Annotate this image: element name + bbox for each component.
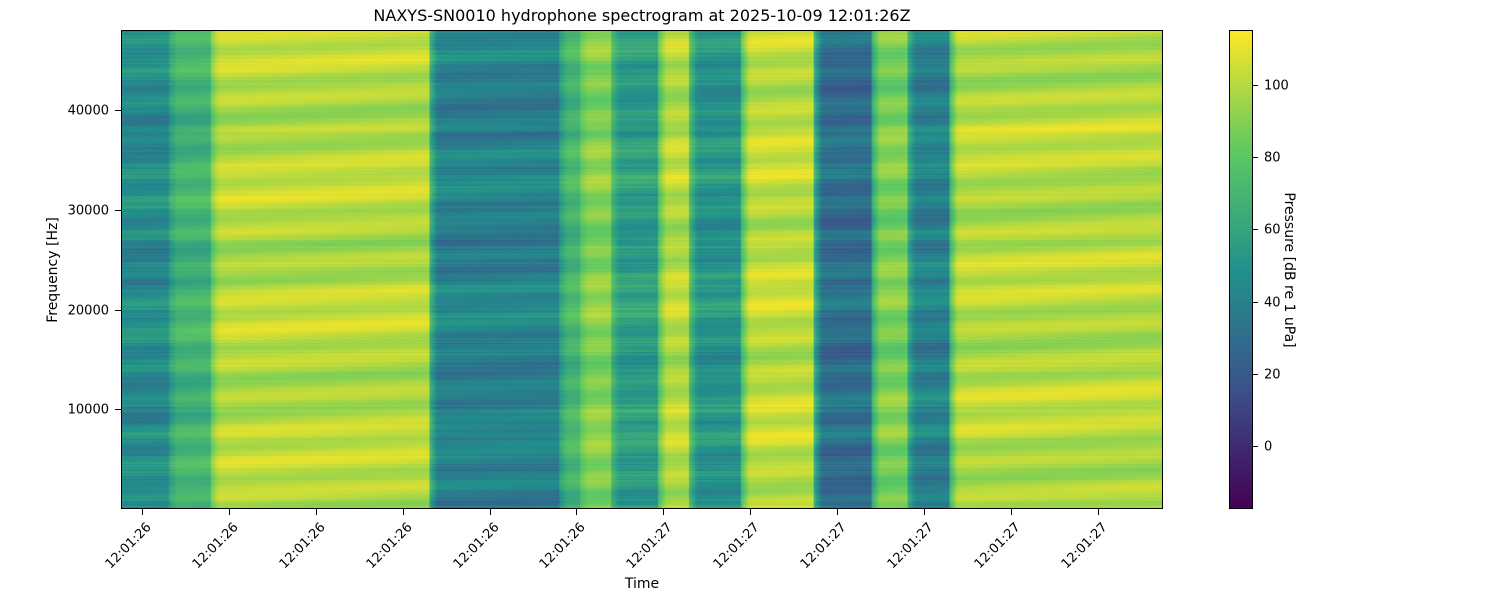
y-tick-mark <box>115 210 121 211</box>
x-tick-label: 12:01:27 <box>623 520 676 572</box>
x-tick-label: 12:01:27 <box>710 520 763 572</box>
colorbar-tick-label: 60 <box>1264 222 1281 238</box>
colorbar-tick-mark <box>1253 157 1258 158</box>
x-tick-label: 12:01:26 <box>363 520 416 572</box>
colorbar-tick-mark <box>1253 229 1258 230</box>
y-tick-label: 20000 <box>67 303 109 319</box>
x-tick-mark <box>750 509 751 515</box>
x-tick-mark <box>663 509 664 515</box>
x-tick-mark <box>837 509 838 515</box>
colorbar-tick-label: 20 <box>1264 367 1281 383</box>
colorbar-tick-mark <box>1253 85 1258 86</box>
y-tick-label: 10000 <box>67 402 109 418</box>
y-tick-mark <box>115 310 121 311</box>
colorbar-tick-label: 80 <box>1264 150 1281 166</box>
x-tick-mark <box>1098 509 1099 515</box>
x-tick-mark <box>229 509 230 515</box>
x-tick-label: 12:01:26 <box>189 520 242 572</box>
colorbar-tick-mark <box>1253 302 1258 303</box>
x-tick-label: 12:01:26 <box>450 520 503 572</box>
x-axis-label: Time <box>624 576 660 592</box>
x-tick-mark <box>1011 509 1012 515</box>
x-tick-label: 12:01:27 <box>884 520 937 572</box>
x-tick-mark <box>403 509 404 515</box>
colorbar-tick-mark <box>1253 374 1258 375</box>
y-axis-label: Frequency [Hz] <box>45 217 61 323</box>
y-tick-mark <box>115 409 121 410</box>
x-tick-mark <box>316 509 317 515</box>
x-tick-label: 12:01:26 <box>276 520 329 572</box>
x-tick-label: 12:01:27 <box>971 520 1024 572</box>
x-tick-mark <box>924 509 925 515</box>
colorbar-tick-label: 0 <box>1264 439 1273 455</box>
colorbar <box>1229 30 1253 509</box>
x-tick-mark <box>142 509 143 515</box>
colorbar-tick-label: 100 <box>1264 78 1289 94</box>
spectrogram-heatmap <box>122 31 1162 508</box>
x-tick-mark <box>490 509 491 515</box>
x-tick-label: 12:01:26 <box>102 520 155 572</box>
plot-area <box>121 30 1163 509</box>
colorbar-tick-mark <box>1253 446 1258 447</box>
chart-title: NAXYS-SN0010 hydrophone spectrogram at 2… <box>373 6 911 25</box>
colorbar-label: Pressure [dB re 1 uPa] <box>1281 192 1297 348</box>
colorbar-tick-label: 40 <box>1264 295 1281 311</box>
x-tick-label: 12:01:27 <box>1058 520 1111 572</box>
y-tick-label: 40000 <box>67 103 109 119</box>
x-tick-mark <box>576 509 577 515</box>
x-tick-label: 12:01:27 <box>797 520 850 572</box>
x-tick-label: 12:01:26 <box>536 520 589 572</box>
y-tick-mark <box>115 110 121 111</box>
y-tick-label: 30000 <box>67 203 109 219</box>
